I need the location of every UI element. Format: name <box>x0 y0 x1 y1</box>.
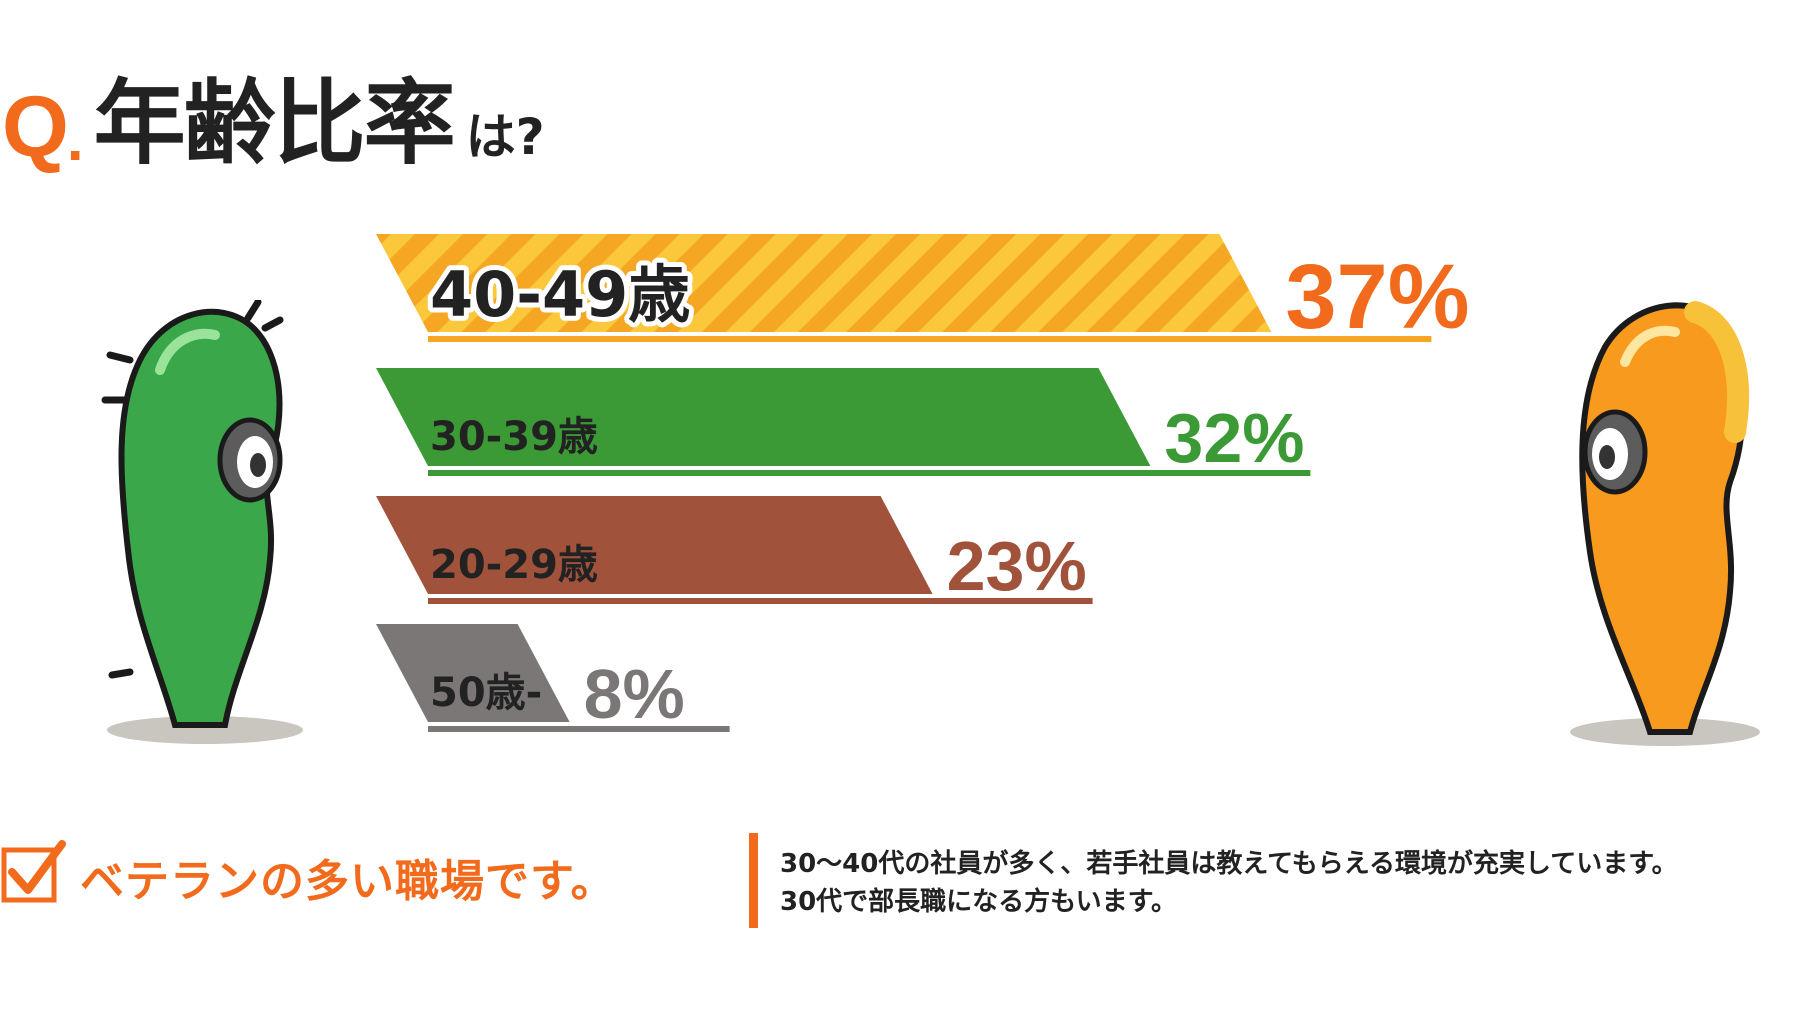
footer-divider <box>749 833 758 928</box>
bar <box>376 624 570 722</box>
left-green-character <box>101 300 303 744</box>
category-label: 30-39歳 <box>430 414 598 460</box>
right-orange-character <box>1570 301 1760 746</box>
bar <box>376 234 1272 332</box>
bar-underline <box>428 470 1311 476</box>
bar <box>376 368 1151 466</box>
footer-description-line: 30代で部長職になる方もいます。 <box>780 887 1178 917</box>
q-dot: . <box>66 106 84 173</box>
bar-underline <box>428 598 1093 604</box>
value-label: 32% <box>1164 399 1304 477</box>
title-main: 年齢比率 <box>93 70 456 177</box>
q-letter: Q <box>2 79 69 175</box>
page-title: Q . 年齢比率 は? <box>2 40 545 177</box>
category-label: 50歳- <box>430 670 542 716</box>
category-label: 40-49歳 <box>430 258 690 331</box>
category-label: 20-29歳 <box>430 542 598 588</box>
bar-underline <box>428 336 1432 342</box>
footer-description-line: 30〜40代の社員が多く、若手社員は教えてもらえる環境が充実しています。 <box>780 849 1678 879</box>
bar <box>376 496 933 594</box>
value-label: 23% <box>947 527 1087 605</box>
bar-underline <box>428 726 730 732</box>
checkbox-checked-icon <box>1 840 66 903</box>
title-suffix: は? <box>465 108 545 166</box>
footer-headline: ベテランの多い職場です。 <box>80 856 616 907</box>
value-label: 8% <box>584 655 685 733</box>
value-label: 37% <box>1285 246 1469 348</box>
footer-description: 30〜40代の社員が多く、若手社員は教えてもらえる環境が充実しています。 30代… <box>780 845 1678 921</box>
